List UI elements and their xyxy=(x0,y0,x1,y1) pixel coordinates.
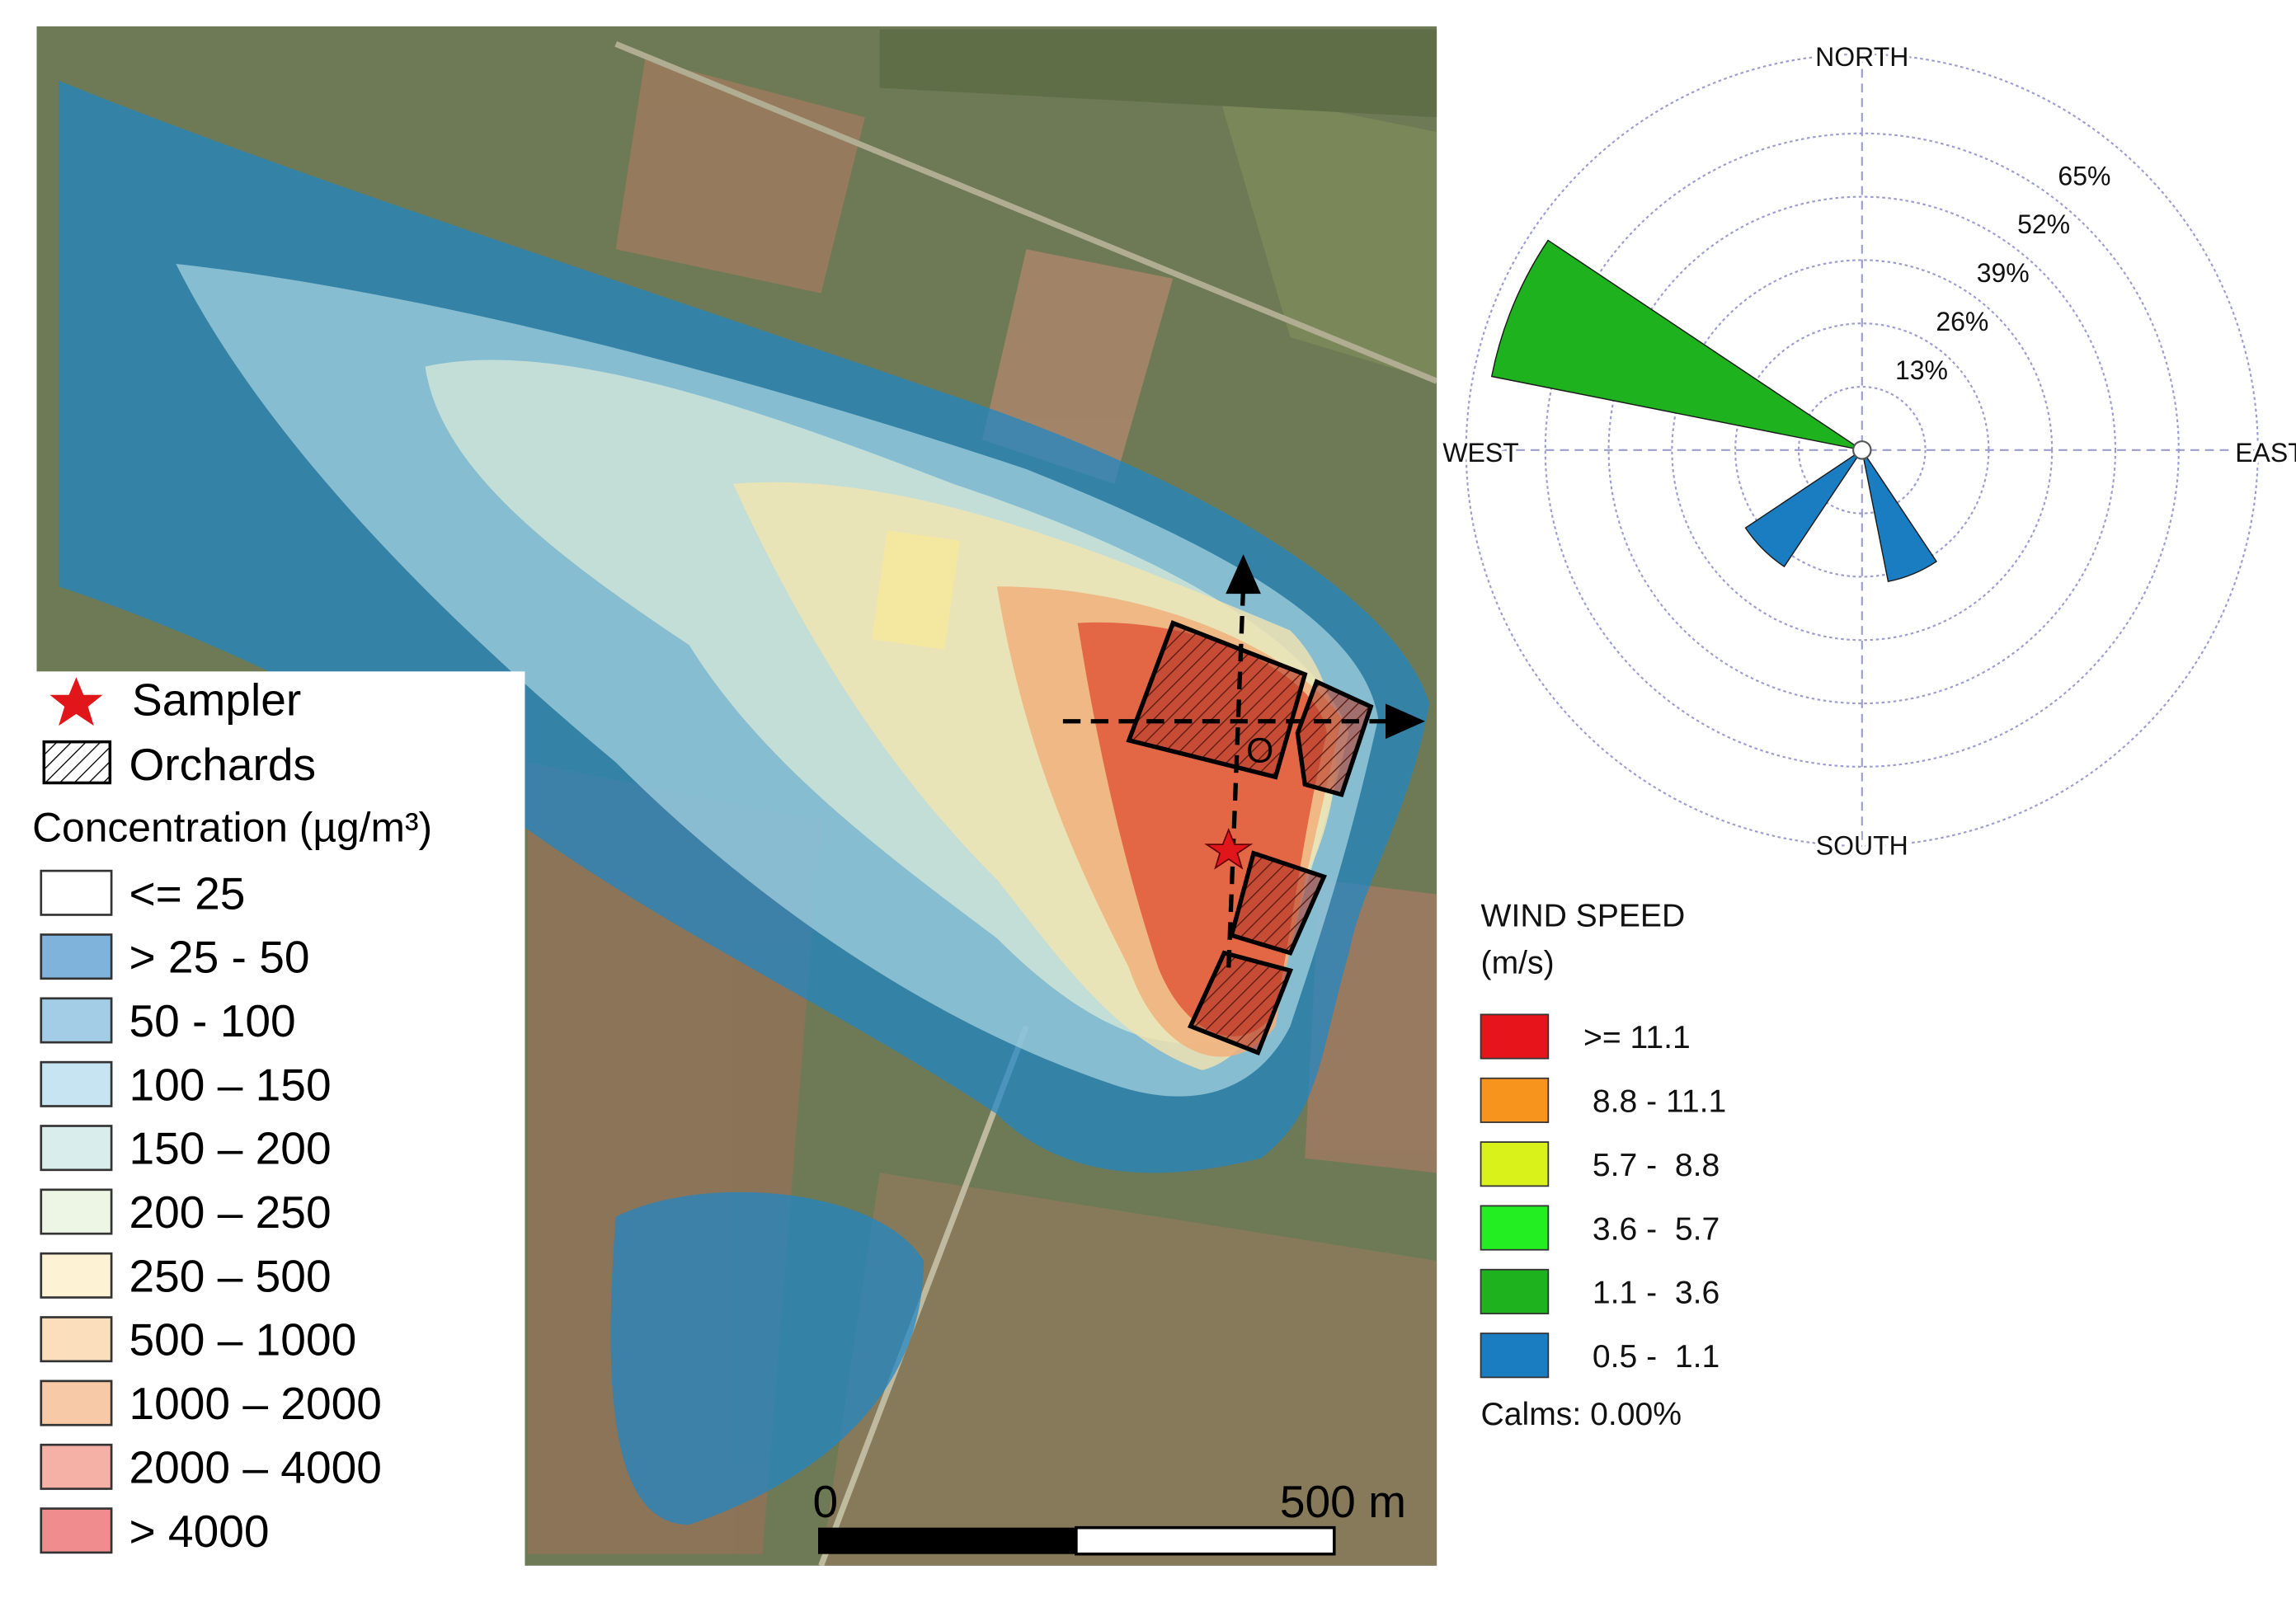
legend-label: 0.5 - 1.1 xyxy=(1583,1339,1720,1375)
ring-label: 13% xyxy=(1895,355,1948,385)
scale-start: 0 xyxy=(813,1476,839,1527)
ring-label: 52% xyxy=(2017,209,2070,239)
legend-label: Orchards xyxy=(129,739,316,790)
legend-label: >= 11.1 xyxy=(1583,1020,1691,1055)
arrow-head xyxy=(1226,554,1261,595)
legend-label: <= 25 xyxy=(129,867,245,919)
legend-label: 5.7 - 8.8 xyxy=(1583,1148,1720,1183)
legend-label: 500 – 1000 xyxy=(129,1314,356,1365)
legend-swatch xyxy=(40,933,113,980)
legend-swatch xyxy=(1480,1205,1550,1251)
legend-swatch xyxy=(40,1316,113,1363)
legend-swatch xyxy=(1480,1268,1550,1314)
legend-label: 50 - 100 xyxy=(129,995,295,1046)
legend-label: 3.6 - 5.7 xyxy=(1583,1211,1720,1247)
petal xyxy=(1490,239,1863,451)
map-legend: Sampler Orchards Concentration (µg/m³) <… xyxy=(29,671,525,1569)
legend-label: Sampler xyxy=(132,674,301,726)
legend-label: 200 – 250 xyxy=(129,1187,331,1238)
legend-swatch xyxy=(40,1060,113,1107)
legend-title: (m/s) xyxy=(1481,946,1555,981)
rose-center xyxy=(1852,440,1872,460)
legend-swatch xyxy=(40,869,113,916)
legend-swatch xyxy=(1480,1013,1550,1060)
map: O 0 500 m xyxy=(36,26,1437,1566)
legend-swatch xyxy=(40,1125,113,1172)
ring-label: 39% xyxy=(1977,258,2030,288)
legend-swatch xyxy=(1480,1332,1550,1379)
calms-label: Calms: 0.00% xyxy=(1481,1397,1682,1432)
legend-label: 1000 – 2000 xyxy=(129,1378,381,1429)
orchard xyxy=(1187,950,1294,1056)
legend-swatch xyxy=(1480,1077,1550,1123)
legend-swatch xyxy=(40,1188,113,1235)
orchards xyxy=(1126,620,1374,1056)
cardinal-label: WEST xyxy=(1442,438,1518,468)
scale-bar xyxy=(818,1527,1076,1554)
scale-bar xyxy=(1075,1525,1336,1556)
legend-swatch xyxy=(40,1443,113,1490)
legend-label: 250 – 500 xyxy=(129,1250,331,1301)
arrow-head xyxy=(1386,703,1425,740)
legend-swatch xyxy=(40,1252,113,1299)
origin-label: O xyxy=(1246,731,1273,771)
legend-swatch xyxy=(40,1379,113,1426)
legend-label: > 4000 xyxy=(129,1506,269,1557)
cardinal-label: SOUTH xyxy=(1816,831,1908,861)
legend-label: 100 – 150 xyxy=(129,1059,331,1110)
legend-label: 8.8 - 11.1 xyxy=(1583,1084,1726,1120)
ring xyxy=(1607,195,2117,705)
legend-title: Concentration (µg/m³) xyxy=(32,805,432,851)
legend-label: > 25 - 50 xyxy=(129,932,309,983)
cardinal-label: EAST xyxy=(2235,438,2296,468)
legend-label: 1.1 - 3.6 xyxy=(1583,1276,1720,1311)
wind-speed-legend: WIND SPEED (m/s) >= 11.1 8.8 - 11.1 5.7 - … xyxy=(1480,899,1726,1432)
petal xyxy=(1744,449,1863,568)
wind-rose: 13% 26% 39% 52% 65% NORTH EAST SOUTH WEST xyxy=(1440,39,2296,863)
legend-title: WIND SPEED xyxy=(1481,899,1686,934)
legend-swatch xyxy=(40,997,113,1044)
petal xyxy=(1861,449,1938,583)
legend-label: 150 – 200 xyxy=(129,1123,331,1174)
sampler-symbol xyxy=(49,677,103,726)
orchards-symbol xyxy=(42,740,112,785)
legend-swatch xyxy=(1480,1141,1550,1187)
legend-swatch xyxy=(40,1507,113,1554)
ring-label: 65% xyxy=(2058,161,2110,190)
cardinal-label: NORTH xyxy=(1815,42,1908,72)
orchard xyxy=(1126,620,1308,780)
ring-label: 26% xyxy=(1936,307,1988,336)
axes-arrows xyxy=(1062,586,1393,968)
legend-label: 2000 – 4000 xyxy=(129,1441,381,1492)
sampler-marker xyxy=(1204,827,1254,870)
scale-end: 500 m xyxy=(1280,1476,1406,1527)
orchard xyxy=(1295,679,1374,797)
orchard xyxy=(1229,850,1327,956)
